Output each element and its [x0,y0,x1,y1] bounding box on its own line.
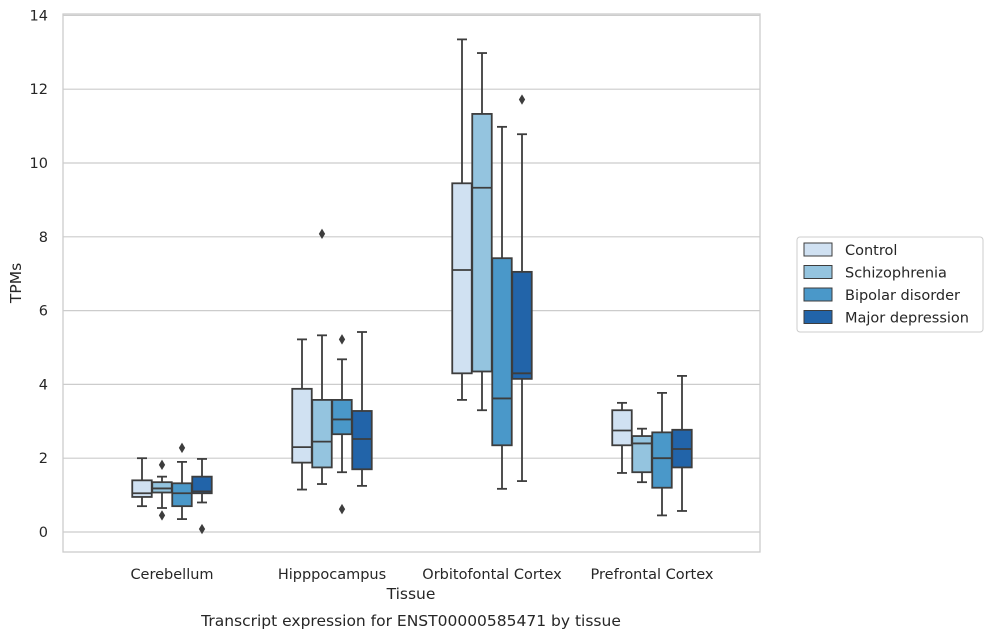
legend-label: Schizophrenia [845,266,947,282]
box [611,409,633,447]
outlier-point [518,94,526,105]
x-axis-label: Tissue [386,585,436,603]
legend-label: Control [845,243,897,259]
gridlines [63,14,760,533]
boxes-layer [131,38,693,535]
box [171,482,193,508]
box-group [631,427,653,484]
outlier-point [158,510,166,521]
box-group [151,459,173,521]
y-tick-label: 12 [30,82,48,98]
y-tick-label: 4 [39,377,48,393]
box-group [491,125,513,490]
x-tick-label: Cerebellum [130,567,213,583]
y-tick-label: 8 [39,230,48,246]
legend-swatch [803,287,833,302]
box [511,270,533,380]
legend-frame [796,236,984,333]
box [451,182,473,375]
x-tick-label: Orbitofontal Cortex [422,567,562,583]
box [311,398,333,469]
box [491,257,513,447]
box [651,431,673,489]
box [191,475,213,495]
outlier-point [338,503,346,515]
legend-swatch [803,265,833,279]
outlier-point [338,334,346,345]
box [351,410,373,471]
legend: Control Schizophrenia Bipolar disorder Majo… [796,236,984,333]
box-group [471,52,493,412]
plot-frame [62,13,761,553]
chart-caption: Transcript expression for ENST0000058547… [200,612,621,630]
y-axis-label: TPMs [7,263,25,304]
box [131,479,153,498]
outlier-point [198,523,206,535]
box-group [511,94,533,482]
box-group [171,442,193,520]
y-tick-label: 6 [39,304,48,320]
box [151,481,173,494]
legend-swatch [803,242,833,257]
y-tick-label: 14 [30,8,48,24]
box-group [611,401,633,474]
box-group [191,458,213,535]
outlier-point [318,228,326,240]
box [291,387,313,464]
y-tick-label: 0 [39,525,48,541]
x-tick-label: Hipppocampus [278,567,386,583]
box-group [291,338,313,491]
x-tick-labels: Cerebellum Hipppocampus Orbitofontal Corte… [130,567,713,583]
box-group [451,38,473,401]
box-group [351,331,373,487]
outlier-point [178,442,186,454]
box [331,398,353,436]
box-group [311,228,333,485]
box-group [131,457,153,508]
y-tick-labels: 0 2 4 6 8 10 12 14 [30,8,48,541]
box [631,435,653,474]
outlier-point [158,459,166,471]
x-tick-label: Prefrontal Cortex [591,567,714,583]
box-group [331,334,353,515]
y-tick-label: 10 [30,156,48,172]
legend-swatch [803,310,833,324]
box-group [671,375,693,512]
legend-label: Major depression [845,311,969,327]
box-group [651,391,673,517]
box [471,113,493,373]
legend-label: Bipolar disorder [845,288,960,304]
y-tick-label: 2 [39,451,48,467]
